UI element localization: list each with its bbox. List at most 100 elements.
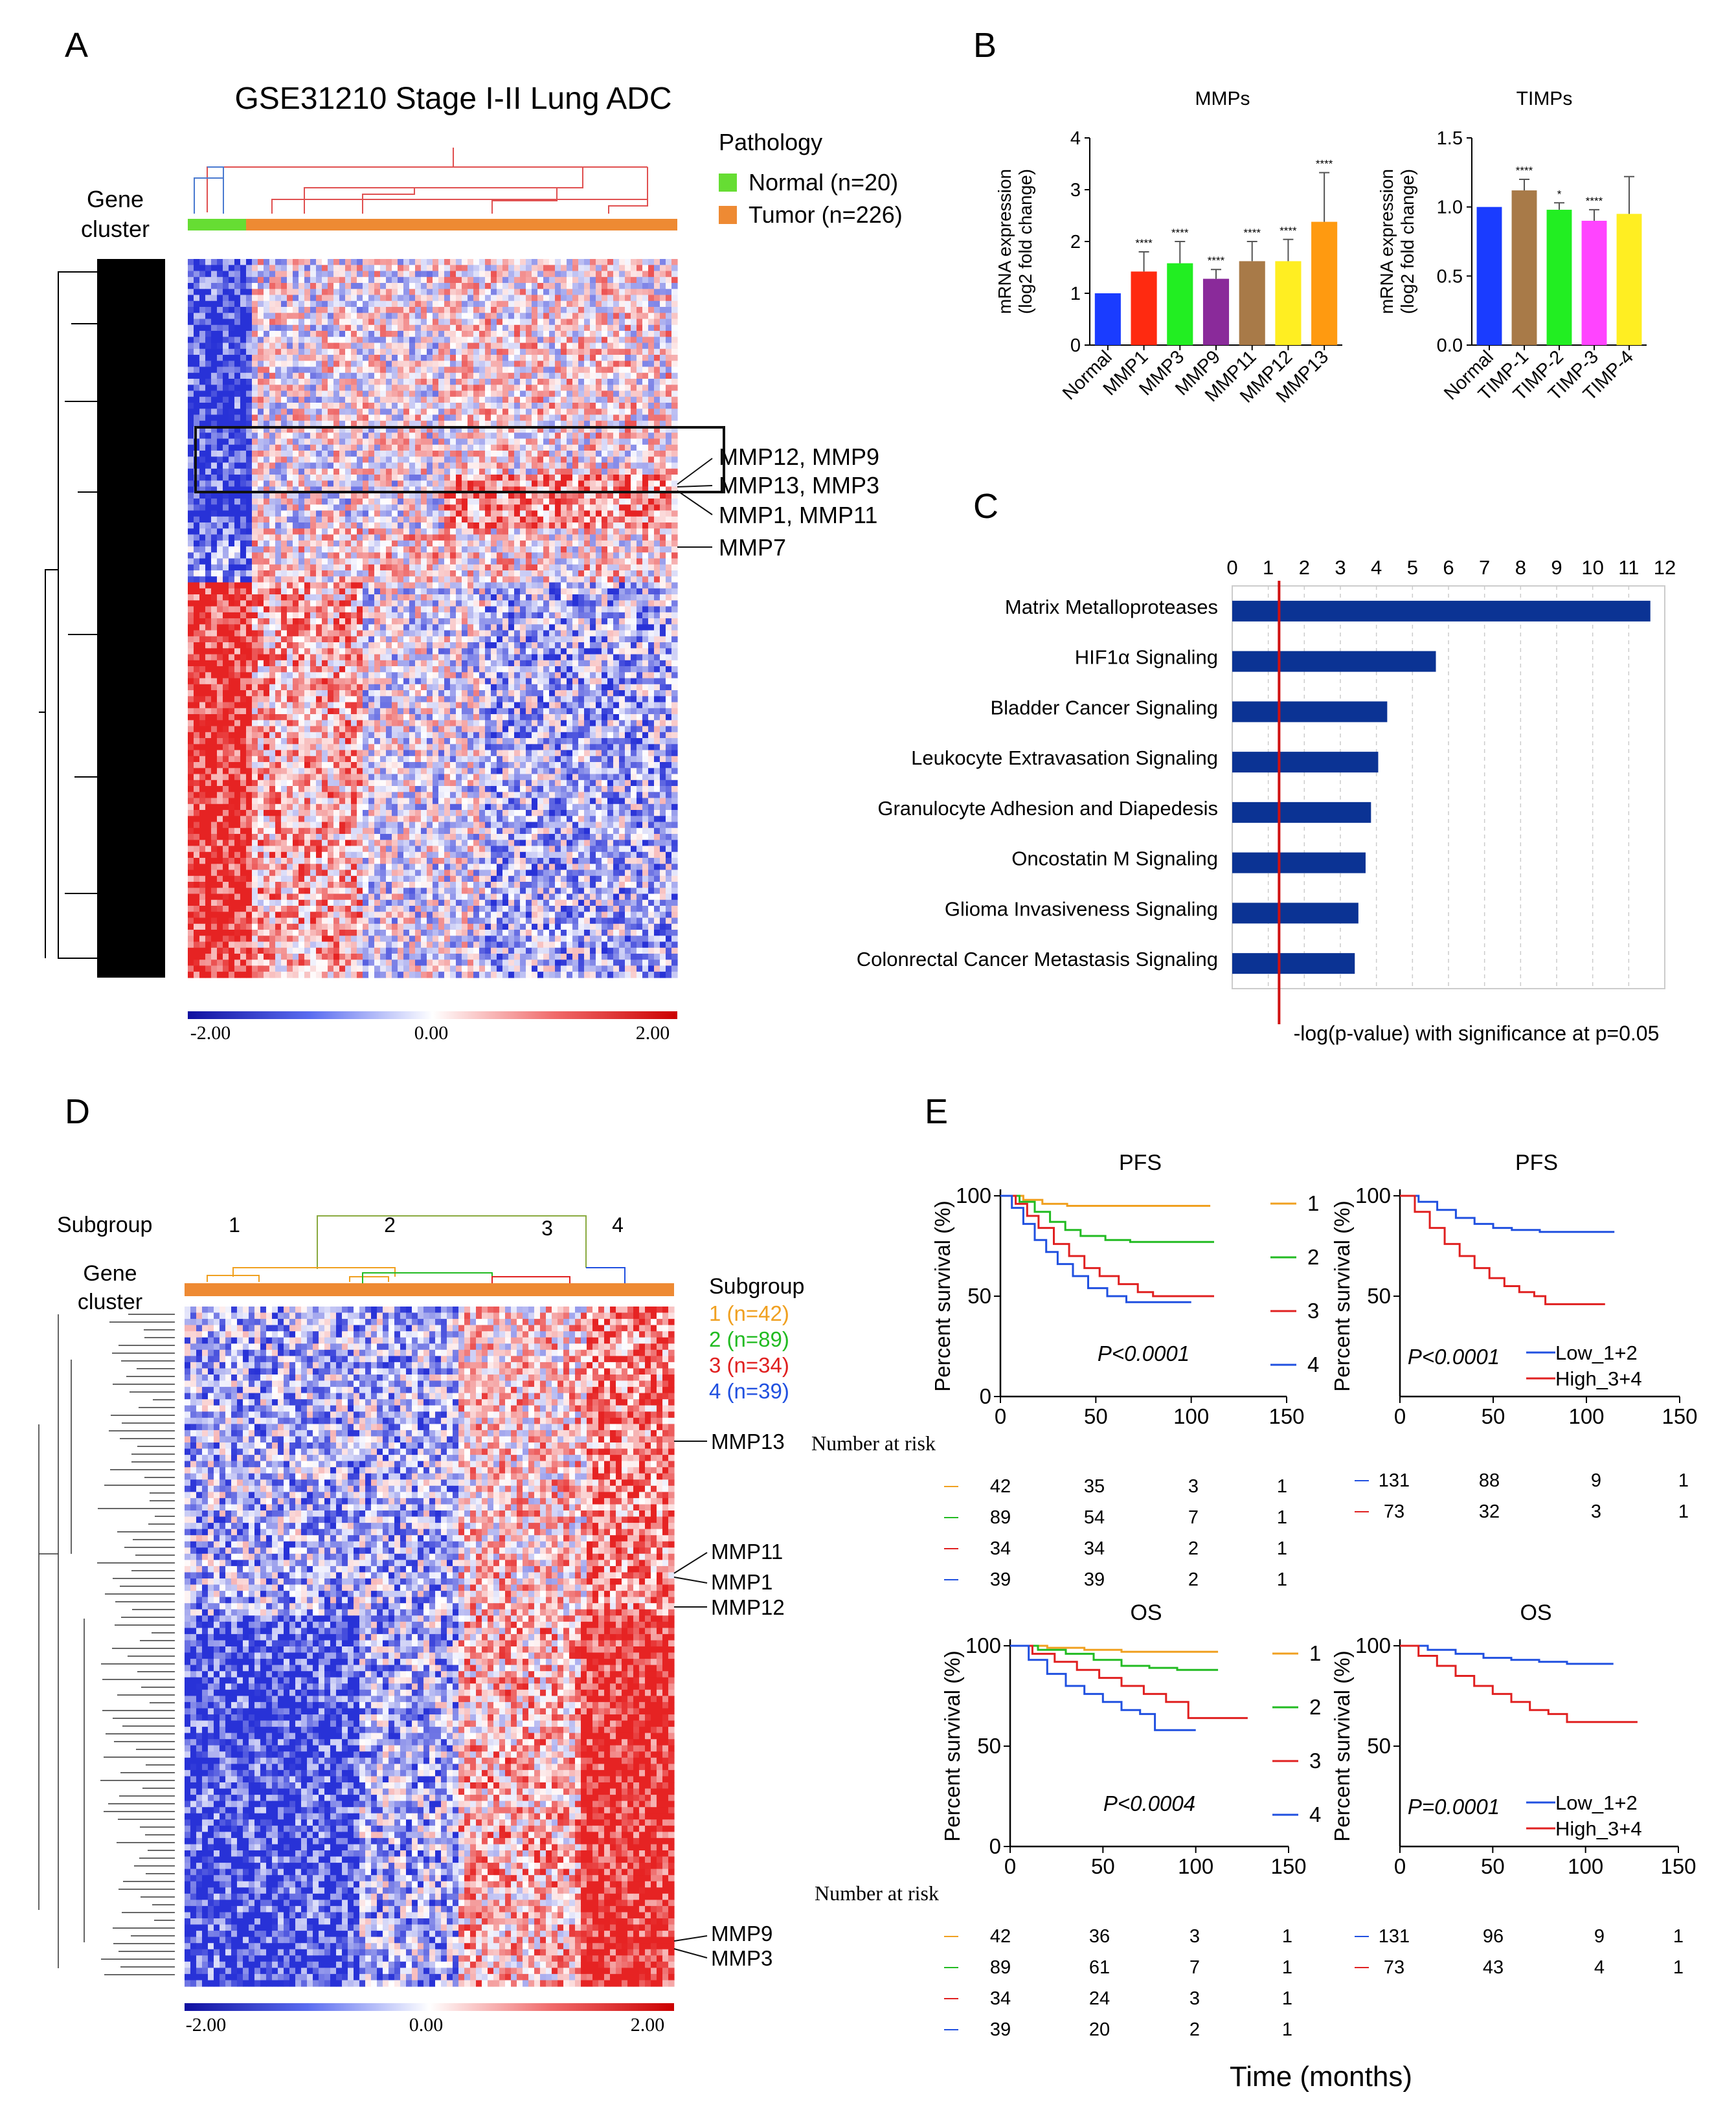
- heatmap-a-cell: [328, 342, 334, 350]
- heatmap-a-cell: [485, 271, 491, 278]
- heatmap-a-cell: [637, 486, 643, 493]
- heatmap-a-cell: [561, 582, 567, 589]
- heatmap-a-cell: [357, 600, 363, 607]
- heatmap-a-cell: [258, 427, 264, 433]
- heatmap-a-cell: [654, 546, 660, 553]
- heatmap-a-cell: [281, 558, 287, 565]
- heatmap-a-cell: [205, 409, 212, 416]
- heatmap-a-cell: [409, 540, 416, 547]
- heatmap-a-cell: [497, 480, 503, 488]
- heatmap-a-cell: [310, 540, 317, 547]
- heatmap-a-cell: [613, 355, 620, 361]
- heatmap-a-cell: [269, 558, 276, 565]
- heatmap-a-cell: [333, 504, 340, 511]
- heatmap-a-cell: [637, 468, 643, 475]
- heatmap-a-cell: [526, 366, 532, 374]
- heatmap-a-cell: [392, 300, 398, 308]
- heatmap-a-cell: [217, 427, 223, 433]
- heatmap-a-cell: [567, 271, 573, 278]
- heatmap-a-cell: [561, 499, 567, 505]
- heatmap-a-cell: [316, 313, 322, 320]
- heatmap-a-cell: [374, 372, 381, 379]
- heatmap-a-cell: [351, 462, 357, 469]
- heatmap-a-cell: [572, 313, 579, 320]
- heatmap-a-cell: [572, 372, 579, 379]
- heatmap-a-cell: [386, 504, 392, 511]
- heatmap-a-cell: [345, 361, 352, 368]
- heatmap-a-cell: [188, 438, 194, 445]
- heatmap-a-cell: [637, 444, 643, 451]
- heatmap-a-cell: [275, 300, 282, 308]
- heatmap-a-cell: [526, 271, 532, 278]
- heatmap-a-cell: [328, 528, 334, 535]
- heatmap-a-cell: [386, 414, 392, 421]
- heatmap-a-cell: [421, 499, 427, 505]
- heatmap-a-cell: [363, 307, 369, 313]
- heatmap-a-cell: [258, 558, 264, 565]
- heatmap-a-cell: [199, 504, 206, 511]
- heatmap-a-cell: [374, 337, 381, 344]
- heatmap-a-cell: [491, 438, 497, 445]
- heatmap-a-cell: [602, 385, 608, 392]
- heatmap-a-cell: [666, 528, 672, 535]
- heatmap-a-cell: [287, 379, 293, 385]
- heatmap-a-cell: [433, 534, 439, 541]
- heatmap-a-cell: [322, 612, 328, 619]
- heatmap-a-cell: [526, 319, 532, 326]
- heatmap-a-cell: [607, 540, 614, 547]
- heatmap-a-cell: [199, 480, 206, 488]
- heatmap-a-cell: [514, 372, 521, 379]
- heatmap-a-cell: [532, 295, 538, 302]
- heatmap-a-cell: [333, 307, 340, 313]
- heatmap-a-cell: [613, 444, 620, 451]
- heatmap-a-cell: [648, 462, 655, 469]
- heatmap-a-cell: [433, 588, 439, 595]
- heatmap-a-cell: [374, 276, 381, 284]
- heatmap-a-cell: [264, 289, 270, 296]
- heatmap-a-cell: [596, 486, 602, 493]
- heatmap-a-cell: [584, 414, 591, 421]
- heatmap-a-cell: [666, 444, 672, 451]
- heatmap-a-cell: [217, 468, 223, 475]
- heatmap-a-cell: [240, 390, 247, 398]
- heatmap-a-cell: [625, 283, 631, 289]
- heatmap-a-cell: [660, 324, 666, 331]
- heatmap-a-cell: [398, 438, 404, 445]
- heatmap-a-cell: [368, 300, 375, 308]
- heatmap-a-cell: [473, 259, 480, 265]
- heatmap-a-cell: [497, 510, 503, 517]
- heatmap-a-cell: [398, 468, 404, 475]
- heatmap-a-cell: [374, 432, 381, 440]
- heatmap-a-cell: [514, 319, 521, 326]
- heatmap-a-cell: [269, 612, 276, 619]
- heatmap-a-cell: [205, 576, 212, 583]
- heatmap-a-cell: [468, 516, 474, 523]
- heatmap-a-cell: [497, 582, 503, 589]
- heatmap-a-cell: [264, 409, 270, 416]
- heatmap-a-cell: [532, 283, 538, 289]
- heatmap-a-cell: [473, 606, 480, 613]
- heatmap-a-cell: [648, 510, 655, 517]
- heatmap-a-cell: [223, 594, 229, 601]
- heatmap-a-cell: [479, 348, 486, 355]
- heatmap-a-cell: [194, 300, 200, 308]
- heatmap-a-cell: [456, 546, 462, 553]
- heatmap-a-cell: [223, 379, 229, 385]
- heatmap-a-cell: [502, 528, 509, 535]
- heatmap-a-cell: [433, 331, 439, 337]
- legend-swatch-normal: [719, 174, 737, 192]
- heatmap-a-cell: [444, 534, 451, 541]
- heatmap-a-cell: [491, 265, 497, 272]
- heatmap-a-cell: [607, 606, 614, 613]
- heatmap-a-cell: [351, 276, 357, 284]
- heatmap-a-cell: [526, 558, 532, 565]
- heatmap-a-cell: [351, 271, 357, 278]
- heatmap-a-cell: [264, 558, 270, 565]
- heatmap-a-cell: [345, 475, 352, 481]
- heatmap-a-cell: [613, 385, 620, 392]
- heatmap-a-cell: [229, 324, 235, 331]
- heatmap-a-cell: [631, 385, 637, 392]
- heatmap-a-cell: [596, 540, 602, 547]
- heatmap-a-cell: [339, 588, 346, 595]
- heatmap-a-cell: [444, 528, 451, 535]
